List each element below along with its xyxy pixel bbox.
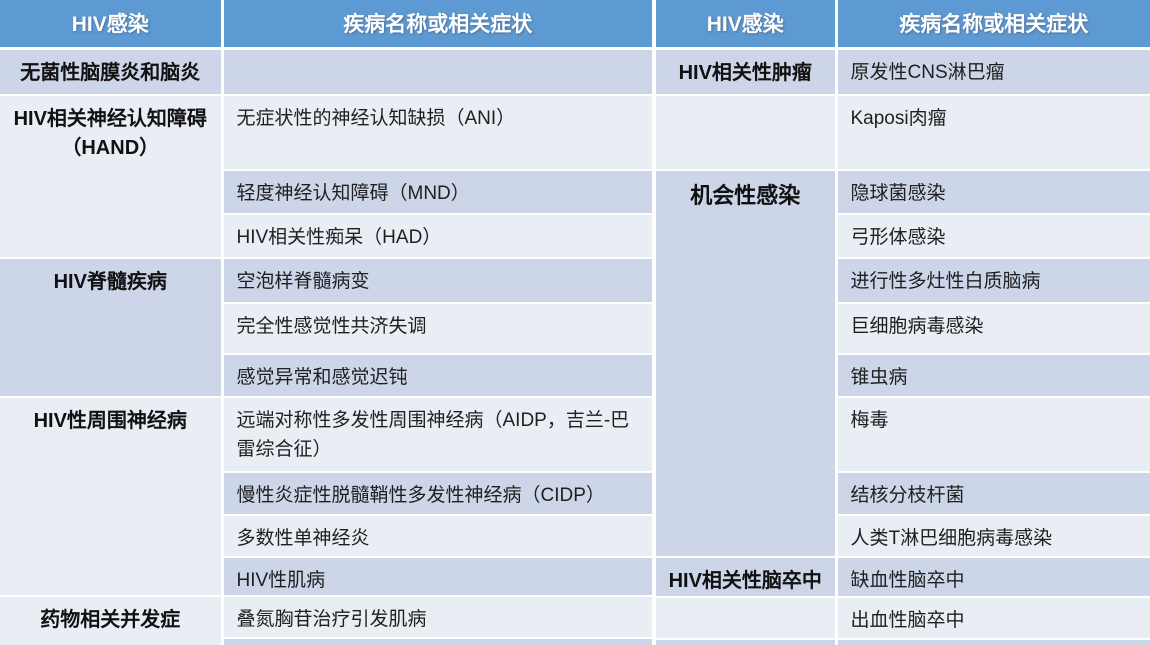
table-row: 慢性炎症性脱髓鞘性多发性神经病（CIDP） [0, 471, 652, 515]
category-cell [656, 94, 836, 170]
item-cell: Kaposi肉瘤 [834, 94, 1150, 170]
table-row: HIV相关性脑卒中 缺血性脑卒中 [656, 556, 1150, 597]
item-cell: 巨细胞病毒感染 [834, 302, 1150, 354]
right-table: HIV感染 疾病名称或相关症状 HIV相关性肿瘤 原发性CNS淋巴瘤 Kapos… [656, 0, 1150, 645]
table-row [0, 637, 652, 645]
table-row: 轻度神经认知障碍（MND） [0, 169, 652, 214]
left-col2-header: 疾病名称或相关症状 [220, 0, 652, 50]
table-row: HIV相关性痴呆（HAD） [0, 213, 652, 258]
left-col1-header: HIV感染 [0, 0, 222, 50]
table-row: 多数性单神经炎 [0, 514, 652, 557]
category-cell: 无菌性脑膜炎和脑炎 [0, 47, 222, 95]
item-cell: 梅毒 [834, 396, 1150, 472]
category-cell [656, 596, 836, 639]
item-cell: 出血性脑卒中 [834, 596, 1150, 639]
item-cell [834, 638, 1150, 645]
item-cell: 完全性感觉性共济失调 [220, 302, 652, 354]
item-cell [220, 637, 652, 645]
table-row: Kaposi肉瘤 [656, 94, 1150, 170]
table-row: HIV性周围神经病 远端对称性多发性周围神经病（AIDP，吉兰-巴雷综合征） [0, 395, 652, 597]
item-cell: 无症状性的神经认知缺损（ANI） [220, 94, 652, 170]
item-cell: 缺血性脑卒中 [834, 556, 1150, 597]
item-cell: 远端对称性多发性周围神经病（AIDP，吉兰-巴雷综合征） [220, 396, 652, 472]
left-table: HIV感染 疾病名称或相关症状 无菌性脑膜炎和脑炎 HIV相关神经认知障碍（HA… [0, 0, 652, 645]
table-row: 锥虫病 [656, 353, 1150, 397]
table-row: 弓形体感染 [656, 213, 1150, 258]
table-row: 进行性多灶性白质脑病 [656, 257, 1150, 303]
category-cell: HIV相关神经认知障碍（HAND） [0, 94, 222, 258]
table-row [656, 638, 1150, 645]
item-cell: 叠氮胸苷治疗引发肌病 [220, 595, 652, 639]
category-cell: 药物相关并发症 [0, 595, 222, 645]
table-row: 巨细胞病毒感染 [656, 302, 1150, 354]
table-row: HIV相关性肿瘤 原发性CNS淋巴瘤 [656, 47, 1150, 95]
item-cell: HIV相关性痴呆（HAD） [220, 213, 652, 258]
item-cell: 弓形体感染 [834, 213, 1150, 258]
item-cell [220, 47, 652, 95]
item-cell: HIV性肌病 [220, 555, 652, 597]
item-cell: 慢性炎症性脱髓鞘性多发性神经病（CIDP） [220, 471, 652, 515]
item-cell: 多数性单神经炎 [220, 514, 652, 557]
table-row: 无菌性脑膜炎和脑炎 [0, 47, 652, 95]
table-row: 出血性脑卒中 [656, 596, 1150, 639]
right-header-row: HIV感染 疾病名称或相关症状 [656, 0, 1150, 50]
item-cell: 空泡样脊髓病变 [220, 257, 652, 303]
table-row: 完全性感觉性共济失调 [0, 302, 652, 354]
item-cell: 结核分枝杆菌 [834, 471, 1150, 515]
table-row: HIV相关神经认知障碍（HAND） 无症状性的神经认知缺损（ANI） [0, 94, 652, 258]
table-row: HIV性肌病 [0, 555, 652, 597]
right-col1-header: HIV感染 [656, 0, 836, 50]
table-row: 药物相关并发症 叠氮胸苷治疗引发肌病 [0, 595, 652, 645]
category-cell: HIV相关性肿瘤 [656, 47, 836, 95]
right-col2-header: 疾病名称或相关症状 [834, 0, 1150, 50]
item-cell: 感觉异常和感觉迟钝 [220, 353, 652, 397]
item-cell: 隐球菌感染 [834, 169, 1150, 214]
item-cell: 锥虫病 [834, 353, 1150, 397]
table-row: HIV脊髓疾病 空泡样脊髓病变 [0, 257, 652, 397]
table-row: 人类T淋巴细胞病毒感染 [656, 514, 1150, 557]
left-header-row: HIV感染 疾病名称或相关症状 [0, 0, 652, 50]
category-cell: HIV脊髓疾病 [0, 257, 222, 397]
category-cell: 机会性感染 [656, 169, 836, 557]
item-cell: 原发性CNS淋巴瘤 [834, 47, 1150, 95]
table-row: 感觉异常和感觉迟钝 [0, 353, 652, 397]
item-cell: 轻度神经认知障碍（MND） [220, 169, 652, 214]
table-row: 结核分枝杆菌 [656, 471, 1150, 515]
table-row: 梅毒 [656, 396, 1150, 472]
item-cell: 进行性多灶性白质脑病 [834, 257, 1150, 303]
category-cell: HIV性周围神经病 [0, 395, 222, 597]
item-cell: 人类T淋巴细胞病毒感染 [834, 514, 1150, 557]
category-cell: HIV相关性脑卒中 [656, 556, 836, 597]
table-row: 机会性感染 隐球菌感染 [656, 169, 1150, 557]
category-cell [656, 638, 836, 645]
